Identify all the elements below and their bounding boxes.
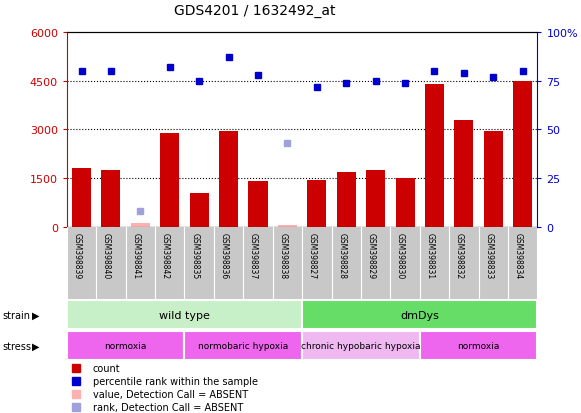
Bar xyxy=(67,332,185,360)
Bar xyxy=(302,301,537,329)
Bar xyxy=(336,172,356,227)
Text: chronic hypobaric hypoxia: chronic hypobaric hypoxia xyxy=(301,342,421,350)
Bar xyxy=(101,171,120,227)
Bar xyxy=(72,169,91,227)
Text: normoxia: normoxia xyxy=(105,342,147,350)
Text: strain: strain xyxy=(3,310,31,320)
Bar xyxy=(420,332,537,360)
Text: dmDys: dmDys xyxy=(400,310,439,320)
Text: GSM398839: GSM398839 xyxy=(73,233,81,279)
Bar xyxy=(189,193,209,227)
Text: rank, Detection Call = ABSENT: rank, Detection Call = ABSENT xyxy=(93,401,243,411)
Text: normobaric hypoxia: normobaric hypoxia xyxy=(198,342,288,350)
Bar xyxy=(366,171,385,227)
Bar xyxy=(454,121,474,227)
Text: GSM398834: GSM398834 xyxy=(514,233,523,279)
Text: GSM398836: GSM398836 xyxy=(220,233,228,279)
Text: GSM398831: GSM398831 xyxy=(425,233,435,279)
Text: ▶: ▶ xyxy=(32,341,40,351)
Text: value, Detection Call = ABSENT: value, Detection Call = ABSENT xyxy=(93,389,248,399)
Text: ▶: ▶ xyxy=(32,310,40,320)
Bar xyxy=(484,132,503,227)
Text: GSM398838: GSM398838 xyxy=(278,233,288,279)
Text: GSM398842: GSM398842 xyxy=(161,233,170,279)
Text: GSM398827: GSM398827 xyxy=(308,233,317,279)
Text: stress: stress xyxy=(3,341,32,351)
Text: GSM398829: GSM398829 xyxy=(367,233,376,279)
Bar xyxy=(425,85,444,227)
Bar xyxy=(396,178,415,227)
Bar xyxy=(249,182,268,227)
Text: GSM398830: GSM398830 xyxy=(396,233,405,279)
Bar xyxy=(302,332,420,360)
Bar xyxy=(67,301,302,329)
Text: wild type: wild type xyxy=(159,310,210,320)
Bar xyxy=(185,332,302,360)
Bar xyxy=(278,225,297,227)
Text: percentile rank within the sample: percentile rank within the sample xyxy=(93,376,258,386)
Bar xyxy=(131,224,150,227)
Text: GSM398837: GSM398837 xyxy=(249,233,258,279)
Text: GDS4201 / 1632492_at: GDS4201 / 1632492_at xyxy=(174,4,336,18)
Bar xyxy=(219,132,238,227)
Bar xyxy=(513,82,532,227)
Bar xyxy=(160,133,180,227)
Text: GSM398835: GSM398835 xyxy=(190,233,199,279)
Text: count: count xyxy=(93,363,120,373)
Text: GSM398833: GSM398833 xyxy=(485,233,493,279)
Bar xyxy=(307,180,327,227)
Text: GSM398840: GSM398840 xyxy=(102,233,111,279)
Text: GSM398841: GSM398841 xyxy=(131,233,141,279)
Text: normoxia: normoxia xyxy=(457,342,500,350)
Text: GSM398832: GSM398832 xyxy=(455,233,464,279)
Text: GSM398828: GSM398828 xyxy=(337,233,346,279)
